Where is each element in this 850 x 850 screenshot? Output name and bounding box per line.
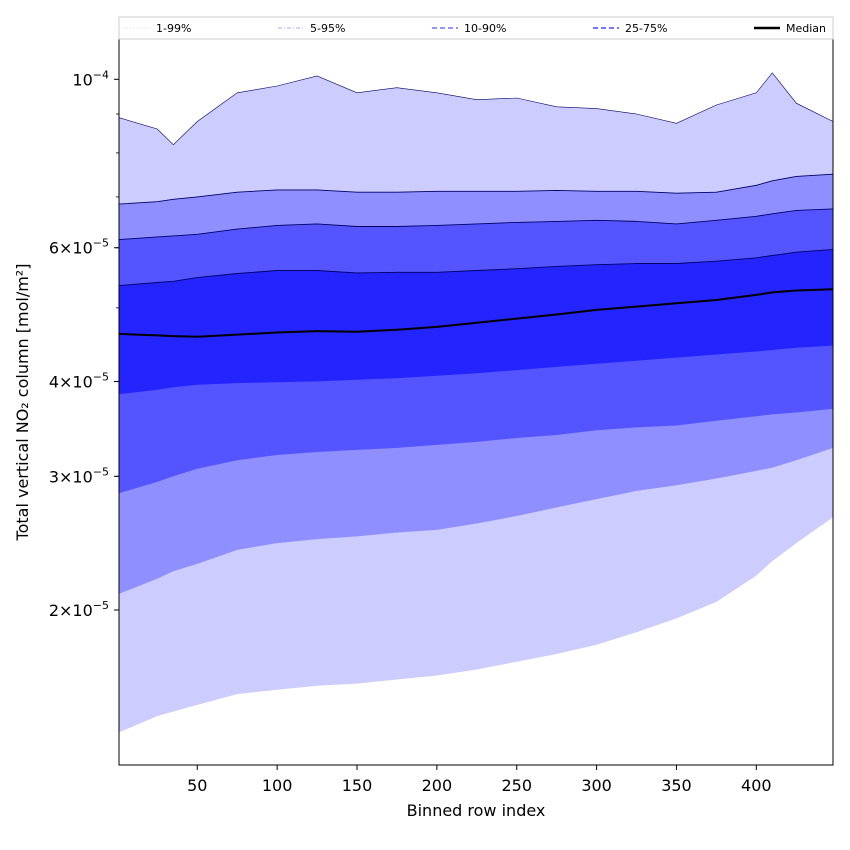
x-tick-label: 350	[661, 776, 692, 795]
band-outlines	[118, 72, 834, 287]
x-axis-label: Binned row index	[407, 801, 546, 820]
median-line	[118, 288, 834, 338]
y-axis-label: Total vertical NO₂ column [mol/m²]	[13, 264, 32, 542]
x-tick-label: 250	[501, 776, 532, 795]
legend-label: 1-99%	[156, 22, 191, 35]
percentile-bands	[119, 72, 833, 733]
band-upper-1-99%	[118, 72, 834, 146]
y-tick-label: 6×10−5	[49, 237, 109, 258]
median-layer	[118, 288, 834, 338]
x-tick-label: 150	[342, 776, 373, 795]
y-tick-label: 4×10−5	[49, 370, 109, 391]
legend-label: 25-75%	[625, 22, 667, 35]
x-tick-label: 200	[422, 776, 453, 795]
band-upper-5-95%	[118, 173, 834, 205]
y-tick-label: 3×10−5	[49, 465, 109, 486]
x-tick-label: 400	[741, 776, 772, 795]
band-25-75%	[119, 249, 833, 395]
y-tick-label: 10−4	[72, 68, 109, 89]
x-tick-label: 50	[187, 776, 207, 795]
legend-label: 5-95%	[310, 22, 345, 35]
legend: 1-99% 5-95% 10-90% 25-75% Median	[118, 16, 834, 40]
band-upper-10-90%	[118, 208, 834, 241]
legend-label: 10-90%	[464, 22, 506, 35]
legend-box	[118, 16, 834, 40]
legend-label: Median	[786, 22, 826, 35]
band-upper-25-75%	[118, 248, 834, 287]
y-axis: 2×10−5 3×10−5 4×10−5 6×10−5 10−4	[49, 68, 119, 620]
x-tick-label: 300	[581, 776, 612, 795]
x-tick-label: 100	[262, 776, 293, 795]
x-axis: 50 100 150 200 250 300 350 400	[187, 765, 772, 795]
y-tick-label: 2×10−5	[49, 599, 109, 620]
